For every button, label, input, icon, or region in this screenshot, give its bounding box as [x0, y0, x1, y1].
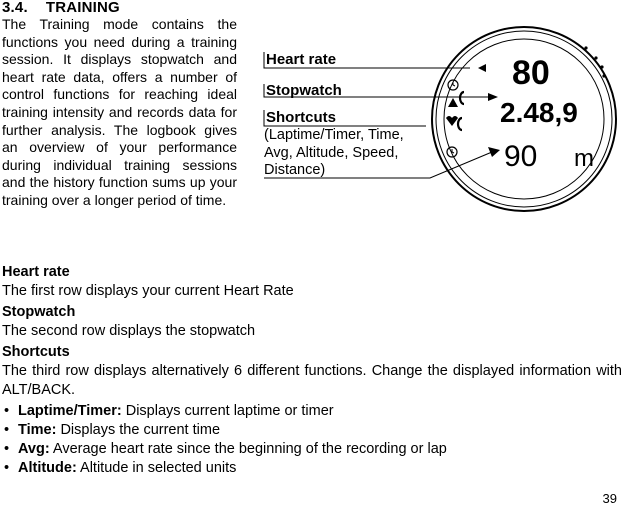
stopwatch-text: The second row displays the stopwatch [2, 323, 256, 339]
callout-shortcuts-detail-2: Avg, Altitude, Speed, [264, 145, 398, 161]
list-item-term: Altitude: [18, 460, 77, 476]
intro-paragraph: The Training mode contains the functions… [2, 16, 237, 208]
shortcut-functions-list: Laptime/Timer: Displays current laptime … [2, 402, 622, 478]
list-item: Avg: Average heart rate since the beginn… [2, 440, 622, 459]
details-section: Heart rate The first row displays your c… [2, 263, 622, 478]
callout-stopwatch: Stopwatch [266, 82, 342, 99]
heart-rate-heading: Heart rate [2, 264, 70, 280]
leader-line-shortcuts [264, 151, 493, 179]
bezel-dot [584, 46, 588, 50]
section-title: TRAINING [45, 0, 120, 16]
list-item-description: Average heart rate since the beginning o… [49, 441, 447, 457]
list-item-term: Laptime/Timer: [18, 403, 122, 419]
bezel-dot [602, 74, 606, 78]
display-shortcut-value: 90 [504, 140, 537, 173]
display-segment-mark [456, 116, 463, 132]
mountain-icon [448, 98, 458, 107]
list-item-term: Time: [18, 422, 57, 438]
callout-shortcuts-detail-1: (Laptime/Timer, Time, [264, 127, 404, 143]
list-item: Laptime/Timer: Displays current laptime … [2, 402, 622, 421]
callout-heart-rate: Heart rate [266, 51, 336, 68]
section-number: 3.4. [2, 0, 28, 16]
clock-icon [446, 146, 458, 158]
clock-icon-hand [451, 149, 455, 154]
leader-line-heart-rate [263, 52, 470, 69]
section-heading: 3.4. TRAINING [2, 0, 120, 16]
stopwatch-icon-hand [452, 82, 456, 87]
display-stopwatch-value: 2.48,9 [500, 97, 578, 128]
stopwatch-heading: Stopwatch [2, 304, 76, 320]
bezel-dot [594, 56, 598, 60]
page-number: 39 [602, 491, 617, 506]
stopwatch-icon [447, 79, 459, 91]
list-item: Time: Displays the current time [2, 421, 622, 440]
watch-bezel-outer [431, 26, 617, 212]
list-item: Altitude: Altitude in selected units [2, 459, 622, 478]
leader-arrow-shortcuts [488, 147, 500, 157]
bezel-dot [600, 65, 604, 69]
leader-arrow-stopwatch [488, 93, 498, 101]
heart-icon [446, 116, 458, 126]
watch-screen [443, 38, 605, 200]
list-item-term: Avg: [18, 441, 50, 457]
display-shortcut-unit: m [574, 145, 594, 172]
leader-line-stopwatch [263, 84, 488, 98]
leader-line-shortcuts-top [263, 110, 426, 127]
display-segment-mark [458, 90, 465, 106]
shortcuts-heading: Shortcuts [2, 344, 70, 360]
watch-illustration: Heart rate Stopwatch Shortcuts (Laptime/… [263, 26, 617, 212]
display-heart-rate-value: 80 [512, 54, 550, 92]
leader-arrow-heart-rate [478, 64, 486, 72]
heart-rate-text: The first row displays your current Hear… [2, 283, 294, 299]
callout-shortcuts-detail-3: Distance) [264, 162, 325, 178]
list-item-description: Altitude in selected units [76, 460, 237, 476]
shortcuts-text: The third row displays alternatively 6 d… [2, 363, 622, 398]
watch-figure: Heart rate Stopwatch Shortcuts (Laptime/… [256, 14, 625, 254]
watch-bezel-inner [435, 30, 613, 208]
list-item-description: Displays current laptime or timer [121, 403, 334, 419]
list-item-description: Displays the current time [56, 422, 221, 438]
callout-shortcuts: Shortcuts [266, 109, 336, 126]
